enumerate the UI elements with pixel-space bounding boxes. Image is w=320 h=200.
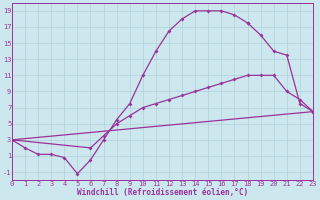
- X-axis label: Windchill (Refroidissement éolien,°C): Windchill (Refroidissement éolien,°C): [77, 188, 248, 197]
